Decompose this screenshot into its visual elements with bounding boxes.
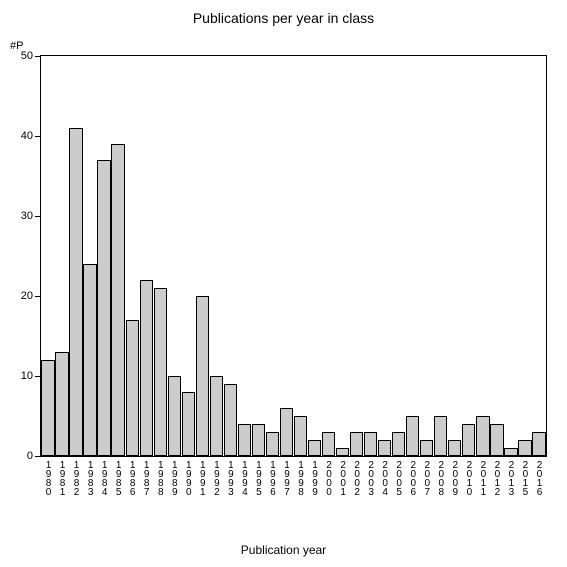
x-tick-label: 1984 bbox=[99, 460, 109, 496]
bar bbox=[266, 432, 279, 456]
bar bbox=[504, 448, 517, 456]
x-tick-label: 2010 bbox=[464, 460, 474, 496]
y-tick bbox=[35, 456, 41, 457]
bar bbox=[350, 432, 363, 456]
x-tick-label: 2013 bbox=[506, 460, 516, 496]
bar bbox=[97, 160, 110, 456]
bar bbox=[210, 376, 223, 456]
x-tick-label: 1988 bbox=[155, 460, 165, 496]
x-tick-label: 2012 bbox=[492, 460, 502, 496]
x-tick-label: 1996 bbox=[267, 460, 277, 496]
x-tick-label: 1994 bbox=[239, 460, 249, 496]
y-tick bbox=[35, 216, 41, 217]
x-tick-label: 1989 bbox=[169, 460, 179, 496]
bar bbox=[434, 416, 447, 456]
bar bbox=[532, 432, 545, 456]
y-tick bbox=[35, 296, 41, 297]
chart-title: Publications per year in class bbox=[0, 10, 567, 26]
bar bbox=[252, 424, 265, 456]
bars-group bbox=[41, 56, 546, 456]
bar bbox=[238, 424, 251, 456]
x-tick-label: 2004 bbox=[380, 460, 390, 496]
bar bbox=[280, 408, 293, 456]
bar bbox=[336, 448, 349, 456]
y-tick-label: 50 bbox=[21, 50, 33, 62]
bar bbox=[322, 432, 335, 456]
x-tick-label: 2008 bbox=[436, 460, 446, 496]
bar bbox=[83, 264, 96, 456]
x-axis-label: Publication year bbox=[0, 543, 567, 557]
x-tick-label: 1997 bbox=[281, 460, 291, 496]
x-tick-label: 1992 bbox=[211, 460, 221, 496]
plot-area: 01020304050 1980198119821983198419851986… bbox=[40, 55, 547, 457]
bar bbox=[462, 424, 475, 456]
y-tick-label: 0 bbox=[27, 450, 33, 462]
bar bbox=[476, 416, 489, 456]
y-tick-label: 10 bbox=[21, 370, 33, 382]
bar bbox=[182, 392, 195, 456]
x-tick-label: 1986 bbox=[127, 460, 137, 496]
x-tick-label: 2003 bbox=[366, 460, 376, 496]
bar bbox=[111, 144, 124, 456]
y-tick-label: 40 bbox=[21, 130, 33, 142]
x-tick-label: 1982 bbox=[71, 460, 81, 496]
y-tick bbox=[35, 136, 41, 137]
x-tick-label: 2007 bbox=[422, 460, 432, 496]
bar bbox=[224, 384, 237, 456]
bar bbox=[55, 352, 68, 456]
x-tick-label: 1998 bbox=[296, 460, 306, 496]
bar bbox=[140, 280, 153, 456]
x-tick-label: 2005 bbox=[394, 460, 404, 496]
x-tick-label: 1987 bbox=[141, 460, 151, 496]
x-tick-label: 2009 bbox=[450, 460, 460, 496]
bar bbox=[308, 440, 321, 456]
bar bbox=[490, 424, 503, 456]
x-tick-label: 2011 bbox=[478, 460, 488, 496]
bar bbox=[294, 416, 307, 456]
x-tick-label: 1983 bbox=[85, 460, 95, 496]
bar bbox=[378, 440, 391, 456]
bar bbox=[448, 440, 461, 456]
x-tick-label: 1981 bbox=[57, 460, 67, 496]
bar bbox=[69, 128, 82, 456]
y-tick bbox=[35, 376, 41, 377]
bar bbox=[168, 376, 181, 456]
x-tick-label: 2006 bbox=[408, 460, 418, 496]
bar bbox=[126, 320, 139, 456]
bar bbox=[41, 360, 54, 456]
x-tick-label: 2015 bbox=[520, 460, 530, 496]
y-tick bbox=[35, 56, 41, 57]
x-tick-label: 1999 bbox=[310, 460, 320, 496]
bar bbox=[392, 432, 405, 456]
x-tick-label: 1995 bbox=[253, 460, 263, 496]
x-tick-label: 2016 bbox=[534, 460, 544, 496]
x-tick-label: 2001 bbox=[338, 460, 348, 496]
x-tick-label: 2000 bbox=[324, 460, 334, 496]
bar bbox=[154, 288, 167, 456]
x-tick-label: 1993 bbox=[225, 460, 235, 496]
y-tick-label: 20 bbox=[21, 290, 33, 302]
x-tick-label: 1980 bbox=[43, 460, 53, 496]
bar bbox=[196, 296, 209, 456]
bar bbox=[406, 416, 419, 456]
x-tick-label: 1985 bbox=[113, 460, 123, 496]
x-tick-label: 1991 bbox=[197, 460, 207, 496]
y-tick-label: 30 bbox=[21, 210, 33, 222]
x-tick-label: 2002 bbox=[352, 460, 362, 496]
chart-container: Publications per year in class #P 010203… bbox=[0, 0, 567, 567]
bar bbox=[420, 440, 433, 456]
bar bbox=[518, 440, 531, 456]
x-tick-label: 1990 bbox=[183, 460, 193, 496]
bar bbox=[364, 432, 377, 456]
